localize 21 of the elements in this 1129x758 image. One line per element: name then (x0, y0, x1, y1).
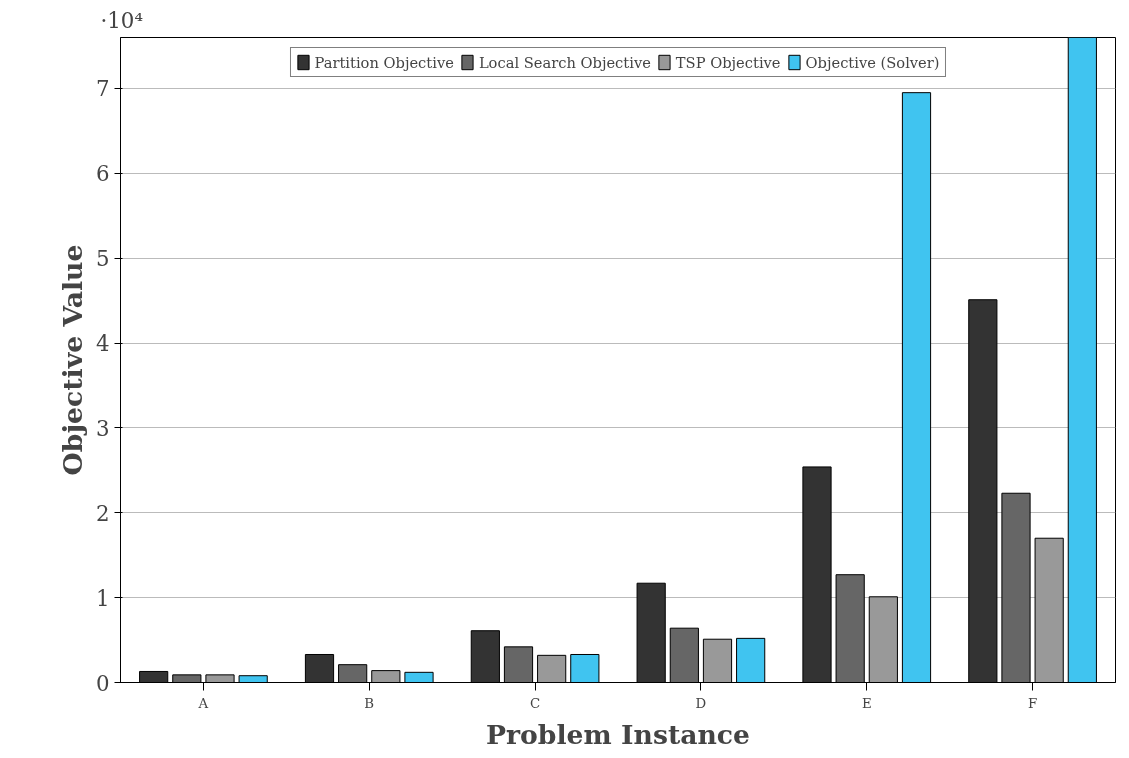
y-tick-label: 7 (95, 76, 110, 102)
y-tick-label: 0 (95, 670, 110, 696)
text: ·10⁴ (100, 7, 143, 33)
x-tick-label: D (695, 695, 707, 711)
y-tick-label: 6 (95, 161, 110, 187)
y-tick-label: 3 (95, 415, 110, 441)
legend-label: Partition Objective (314, 53, 454, 71)
y-tick-label: 5 (95, 246, 110, 272)
x-tick-label: E (861, 695, 872, 711)
legend-label: Objective (Solver) (805, 53, 940, 71)
x-axis-title: Problem Instance (485, 718, 751, 750)
x-tick-label: C (529, 695, 541, 711)
y-axis-title: Objective Value (56, 244, 88, 476)
x-tick-label: B (364, 695, 375, 711)
x-tick-label: A (197, 695, 209, 711)
y-tick-label: 4 (95, 331, 110, 357)
legend-label: TSP Objective (675, 53, 781, 71)
legend-label: Local Search Objective (478, 53, 651, 71)
y-tick-label: 2 (95, 500, 110, 526)
x-tick-label: F (1027, 695, 1038, 711)
y-tick-label: 1 (95, 585, 110, 611)
